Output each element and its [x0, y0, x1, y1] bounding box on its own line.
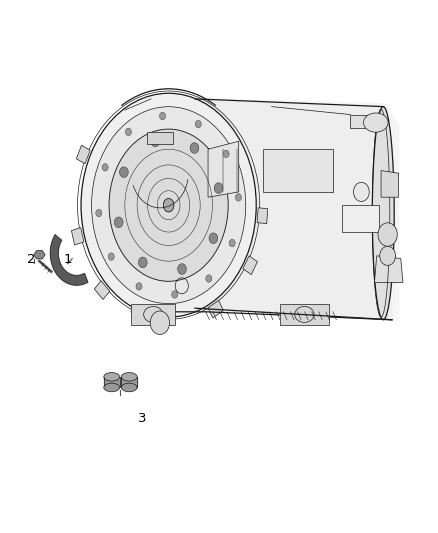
Polygon shape	[381, 171, 399, 197]
Ellipse shape	[121, 373, 137, 381]
Ellipse shape	[163, 198, 174, 212]
Polygon shape	[94, 281, 110, 300]
Ellipse shape	[104, 373, 120, 381]
Polygon shape	[263, 149, 333, 192]
Text: 2: 2	[27, 253, 36, 266]
Ellipse shape	[102, 164, 108, 171]
Ellipse shape	[364, 113, 388, 132]
Text: 1: 1	[64, 253, 72, 266]
Ellipse shape	[151, 136, 159, 147]
Ellipse shape	[209, 233, 218, 244]
Polygon shape	[280, 304, 328, 325]
Ellipse shape	[378, 223, 397, 246]
Ellipse shape	[372, 107, 394, 320]
Ellipse shape	[120, 167, 128, 177]
Polygon shape	[257, 208, 268, 224]
Polygon shape	[131, 304, 175, 325]
Polygon shape	[342, 205, 379, 232]
Polygon shape	[71, 228, 84, 245]
Ellipse shape	[172, 290, 178, 298]
Polygon shape	[208, 301, 223, 318]
Ellipse shape	[150, 311, 170, 335]
Polygon shape	[208, 141, 239, 197]
Polygon shape	[243, 256, 258, 274]
Ellipse shape	[229, 239, 235, 247]
Ellipse shape	[353, 182, 369, 201]
Ellipse shape	[380, 246, 396, 265]
Ellipse shape	[206, 275, 212, 282]
Polygon shape	[195, 99, 392, 320]
Ellipse shape	[92, 107, 246, 304]
Polygon shape	[50, 235, 88, 285]
Polygon shape	[374, 256, 403, 282]
Text: 3: 3	[138, 412, 147, 425]
Ellipse shape	[81, 93, 256, 317]
Ellipse shape	[114, 217, 123, 228]
Ellipse shape	[125, 128, 131, 135]
Ellipse shape	[138, 257, 147, 268]
Polygon shape	[121, 377, 137, 387]
Ellipse shape	[108, 253, 114, 260]
Ellipse shape	[190, 143, 199, 154]
Ellipse shape	[121, 383, 137, 392]
Polygon shape	[34, 251, 45, 259]
Ellipse shape	[109, 129, 228, 281]
Ellipse shape	[178, 264, 187, 274]
Ellipse shape	[96, 209, 102, 217]
Polygon shape	[154, 318, 167, 332]
Ellipse shape	[195, 120, 201, 128]
Polygon shape	[76, 145, 90, 164]
Ellipse shape	[104, 383, 120, 392]
Polygon shape	[147, 132, 173, 143]
Ellipse shape	[223, 150, 229, 158]
Ellipse shape	[235, 193, 241, 201]
Ellipse shape	[214, 183, 223, 193]
Polygon shape	[350, 115, 381, 128]
Polygon shape	[104, 377, 120, 387]
Ellipse shape	[159, 112, 166, 120]
Polygon shape	[166, 99, 399, 320]
Ellipse shape	[136, 282, 142, 290]
